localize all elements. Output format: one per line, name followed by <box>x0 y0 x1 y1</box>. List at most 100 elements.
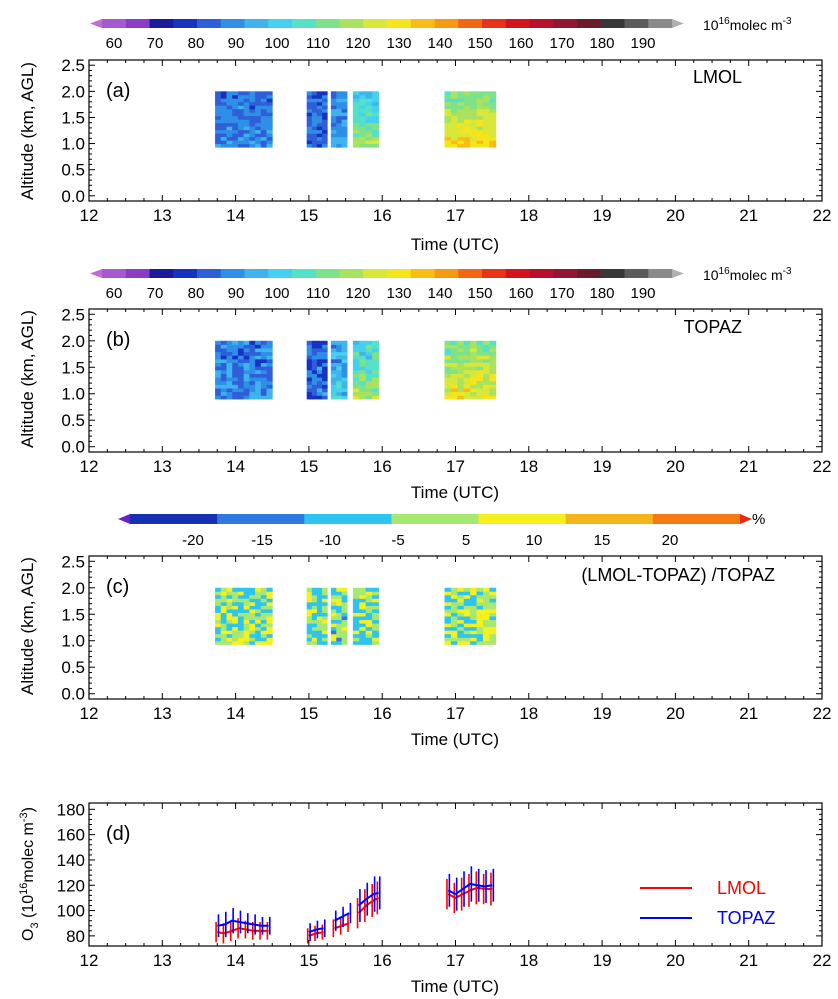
heatmap-cell <box>463 612 471 617</box>
heatmap-cell <box>249 380 256 385</box>
heatmap-cell <box>322 637 328 642</box>
heatmap-cell <box>243 133 250 138</box>
heatmap-cells <box>215 340 497 400</box>
heatmap-cell <box>311 598 318 603</box>
heatmap-cell <box>243 129 250 134</box>
heatmap-cell <box>316 626 323 631</box>
heatmap-cell <box>226 119 233 124</box>
heatmap-cell <box>482 98 490 103</box>
heatmap-cell <box>476 637 484 642</box>
heatmap-cell <box>463 623 471 628</box>
heatmap-cell <box>450 637 458 642</box>
heatmap-cell <box>215 358 222 364</box>
colorbar-swatch <box>387 269 412 278</box>
heatmap-cell <box>266 626 273 631</box>
heatmap-cell <box>215 373 222 378</box>
heatmap-cell <box>476 623 484 628</box>
heatmap-cell <box>489 98 497 103</box>
heatmap-cell <box>330 616 337 621</box>
heatmap-cell <box>232 366 239 371</box>
heatmap-cell <box>444 358 452 364</box>
heatmap-cell <box>330 633 337 638</box>
heatmap-cell <box>322 115 328 120</box>
heatmap-cell <box>444 623 452 628</box>
heatmap-cell <box>482 591 490 596</box>
panel-annotation: (LMOL-TOPAZ) /TOPAZ <box>581 565 775 585</box>
heatmap-cell <box>352 122 360 127</box>
panel-d: (d) Time (UTC) O3 (1016molec m-3) LMOL T… <box>18 800 831 996</box>
heatmap-cell <box>444 594 452 599</box>
heatmap-cell <box>260 91 267 96</box>
heatmap-cell <box>470 101 477 106</box>
heatmap-cell <box>359 616 367 621</box>
heatmap-cell <box>266 129 273 134</box>
heatmap-cell <box>476 108 484 113</box>
heatmap-cell <box>463 129 471 134</box>
heatmap-cell <box>232 630 239 635</box>
heatmap-cell <box>444 115 452 120</box>
heatmap-cell <box>232 380 239 385</box>
heatmap-cell <box>322 133 328 138</box>
heatmap-cell <box>260 623 267 628</box>
heatmap-cell <box>232 351 239 356</box>
heatmap-cell <box>359 126 367 131</box>
heatmap-cell <box>226 591 233 596</box>
y-tick-label: 0.5 <box>61 161 85 180</box>
heatmap-cell <box>226 391 233 396</box>
colorbar-swatch <box>624 19 649 28</box>
heatmap-cell <box>232 101 239 106</box>
heatmap-cell <box>306 112 313 117</box>
heatmap-cell <box>322 91 328 96</box>
heatmap-cell <box>457 133 465 138</box>
heatmap-cell <box>232 348 239 353</box>
heatmap-cell <box>330 587 337 592</box>
heatmap-cell <box>341 108 348 113</box>
heatmap-cell <box>482 105 490 110</box>
heatmap-cell <box>260 630 267 635</box>
colorbar-tick: 60 <box>106 285 123 302</box>
heatmap-cell <box>457 380 465 385</box>
heatmap-cell <box>365 133 373 138</box>
panel-label: (c) <box>106 576 129 598</box>
heatmap-cell <box>470 388 477 393</box>
heatmap-cell <box>226 388 233 393</box>
heatmap-cell <box>255 598 262 603</box>
heatmap-cell <box>322 358 328 364</box>
heatmap-cell <box>249 143 256 148</box>
heatmap-cell <box>365 616 373 621</box>
heatmap-cell <box>463 122 471 127</box>
heatmap-cell <box>306 373 313 378</box>
heatmap-cell <box>243 637 250 642</box>
heatmap-cell <box>463 348 471 353</box>
heatmap-cell <box>215 355 222 360</box>
heatmap-cell <box>470 126 477 131</box>
heatmap-cell <box>266 351 273 356</box>
heatmap-cell <box>322 373 328 378</box>
heatmap-cell <box>215 98 222 103</box>
heatmap-cell <box>457 637 465 642</box>
legend-label-topaz: TOPAZ <box>717 908 775 928</box>
heatmap-cell <box>444 91 452 96</box>
heatmap-cell <box>255 366 262 371</box>
heatmap-cell <box>372 115 379 120</box>
heatmap-cell <box>365 362 373 367</box>
heatmap-cell <box>365 143 373 148</box>
heatmap-cell <box>372 395 379 400</box>
heatmap-cell <box>463 355 471 360</box>
heatmap-cell <box>476 362 484 367</box>
heatmap-cell <box>306 119 313 124</box>
heatmap-cell <box>220 609 227 613</box>
heatmap-cell <box>226 355 233 360</box>
heatmap-cell <box>476 115 484 120</box>
heatmap-cell <box>243 94 250 99</box>
heatmap-cell <box>359 640 367 645</box>
heatmap-cell <box>365 377 373 382</box>
heatmap-cell <box>226 594 233 599</box>
heatmap-cell <box>365 140 373 145</box>
heatmap-cell <box>330 351 337 356</box>
heatmap-cell <box>444 369 452 374</box>
heatmap-cell <box>316 587 323 592</box>
heatmap-cell <box>372 122 379 127</box>
heatmap-cell <box>306 94 313 99</box>
heatmap-cell <box>463 112 471 117</box>
